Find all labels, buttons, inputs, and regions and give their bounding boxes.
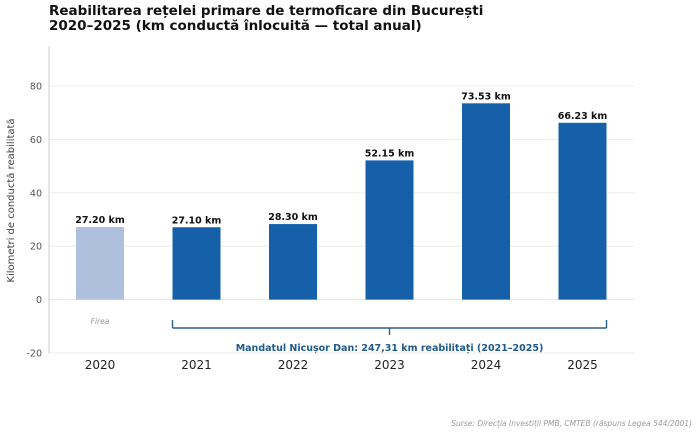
- data-label-2022: 28.30 km: [268, 212, 318, 223]
- data-label-2024: 73.53 km: [461, 91, 511, 102]
- x-tick-label-2024: 2024: [471, 358, 502, 372]
- x-tick-label-2020: 2020: [85, 358, 116, 372]
- y-tick-label: -20: [26, 349, 42, 360]
- y-tick-label: 80: [30, 82, 42, 93]
- firea-annotation: Firea: [91, 317, 110, 326]
- source-note: Surse: Direcția Investiții PMB, CMTEB (r…: [451, 419, 692, 428]
- bar-2025: [558, 122, 607, 300]
- bracket-annotation: Mandatul Nicușor Dan: 247,31 km reabilit…: [236, 343, 544, 354]
- bar-2020: [76, 226, 124, 300]
- chart-title: Reabilitarea rețelei primare de termofic…: [49, 4, 483, 34]
- x-tick-label-2021: 2021: [181, 358, 212, 372]
- x-tick-label-2025: 2025: [567, 358, 598, 372]
- bar-2024: [462, 103, 510, 300]
- title-line-1: Reabilitarea rețelei primare de termofic…: [49, 3, 484, 19]
- data-label-2023: 52.15 km: [365, 148, 415, 159]
- y-tick-label: 0: [36, 295, 42, 306]
- title-line-2: 2020–2025 (km conductă înlocuită — total…: [49, 18, 422, 34]
- bar-2021: [172, 227, 221, 300]
- y-tick-label: 60: [30, 135, 42, 146]
- data-label-2021: 27.10 km: [172, 215, 222, 226]
- data-label-2025: 66.23 km: [558, 111, 608, 122]
- x-tick-label-2023: 2023: [374, 358, 405, 372]
- y-tick-label: 40: [30, 188, 42, 199]
- x-tick-label-2022: 2022: [278, 358, 309, 372]
- y-tick-label: 20: [30, 242, 42, 253]
- bar-2022: [269, 224, 317, 300]
- y-axis-label: Kilometri de conductă reabilitată: [6, 118, 17, 282]
- data-label-2020: 27.20 km: [75, 215, 125, 226]
- bar-2023: [365, 160, 414, 300]
